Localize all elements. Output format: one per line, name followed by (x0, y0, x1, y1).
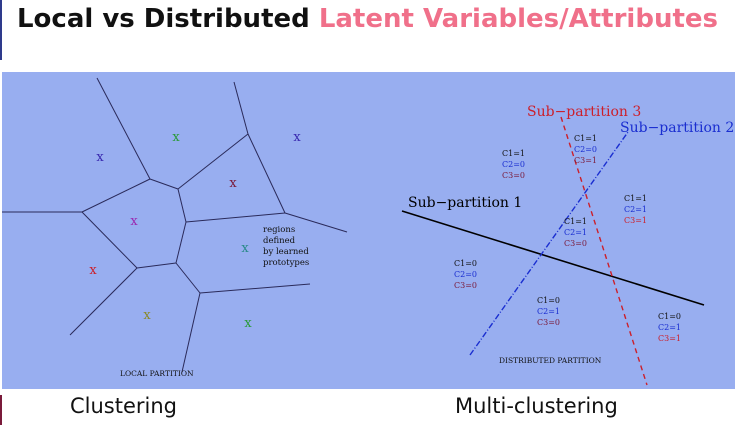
title-accent: Latent Variables/Attributes (318, 4, 719, 34)
voronoi-edge (175, 262, 201, 294)
voronoi-edge (175, 221, 187, 264)
prototype-markers: x x x x x x x x x (89, 130, 301, 331)
voronoi-edge (136, 262, 177, 269)
svg-text:C2=1: C2=1 (658, 323, 681, 332)
svg-text:C1=0: C1=0 (537, 296, 560, 305)
sub-partition-2-line (469, 131, 629, 356)
svg-text:C2=0: C2=0 (454, 270, 477, 279)
svg-text:by learned: by learned (263, 247, 309, 257)
voronoi-edge (284, 212, 348, 233)
region-code: C1=0 C2=1 C3=0 (537, 296, 560, 327)
svg-text:regions: regions (263, 225, 295, 235)
svg-text:prototypes: prototypes (263, 258, 309, 268)
sub-partition-2-label: Sub−partition 2 (620, 120, 734, 136)
voronoi-edge (185, 212, 286, 223)
local-partition-label: LOCAL PARTITION (120, 369, 194, 378)
sub-partition-3-label: Sub−partition 3 (527, 104, 641, 120)
title-main: Local vs Distributed (16, 4, 310, 34)
sub-partition-1-label: Sub−partition 1 (408, 195, 522, 211)
prototype-marker: x (172, 130, 180, 145)
partition-diagram: x x x x x x x x x regions defined by lea… (2, 77, 734, 386)
svg-text:C2=1: C2=1 (537, 307, 560, 316)
svg-text:C1=1: C1=1 (502, 149, 525, 158)
region-code: C1=1 C2=0 C3=0 (502, 149, 525, 180)
distributed-partition-label: DISTRIBUTED PARTITION (499, 356, 602, 365)
left-accent-bar (0, 0, 2, 60)
sub-partition-1-line (401, 210, 705, 306)
svg-text:C1=1: C1=1 (574, 134, 597, 143)
regions-annotation: regions defined by learned prototypes (263, 225, 309, 268)
svg-text:C3=1: C3=1 (574, 156, 597, 165)
voronoi-edge (177, 188, 187, 223)
prototype-marker: x (241, 241, 249, 256)
region-code: C1=1 C2=1 C3=0 (564, 217, 587, 248)
svg-text:C2=0: C2=0 (502, 160, 525, 169)
voronoi-edge (233, 81, 249, 135)
svg-text:C3=0: C3=0 (502, 171, 525, 180)
voronoi-edge (81, 211, 138, 269)
caption-multi-clustering: Multi-clustering (455, 394, 618, 418)
svg-text:C2=1: C2=1 (564, 228, 587, 237)
voronoi-edge (177, 133, 249, 190)
left-accent-bar-bottom (0, 395, 2, 425)
voronoi-edge (149, 178, 179, 190)
svg-text:C3=0: C3=0 (537, 318, 560, 327)
voronoi-edges (2, 77, 348, 373)
svg-text:C3=1: C3=1 (624, 216, 647, 225)
svg-text:C2=1: C2=1 (624, 205, 647, 214)
voronoi-edge (69, 267, 138, 336)
svg-text:C3=0: C3=0 (564, 239, 587, 248)
voronoi-edge (247, 133, 286, 214)
svg-text:defined: defined (263, 236, 296, 246)
svg-text:C3=1: C3=1 (658, 334, 681, 343)
svg-text:C2=0: C2=0 (574, 145, 597, 154)
prototype-marker: x (96, 150, 104, 165)
slide-title: Local vs Distributed Latent Variables/At… (0, 2, 735, 36)
sub-partition-3-line (560, 116, 648, 386)
caption-clustering: Clustering (70, 394, 178, 418)
region-code: C1=0 C2=1 C3=1 (658, 312, 681, 343)
prototype-marker: x (244, 316, 252, 331)
voronoi-edge (181, 292, 201, 373)
prototype-marker: x (143, 308, 151, 323)
prototype-marker: x (89, 263, 97, 278)
svg-text:C1=1: C1=1 (564, 217, 587, 226)
voronoi-edge (199, 283, 311, 294)
svg-text:C1=1: C1=1 (624, 194, 647, 203)
figure-panel (2, 72, 735, 389)
prototype-marker: x (229, 176, 237, 191)
voronoi-edge (81, 178, 151, 213)
svg-text:C3=0: C3=0 (454, 281, 477, 290)
svg-text:C1=0: C1=0 (658, 312, 681, 321)
region-code: C1=1 C2=1 C3=1 (624, 194, 647, 225)
prototype-marker: x (130, 214, 138, 229)
region-code: C1=1 C2=0 C3=1 (574, 134, 597, 165)
svg-text:C1=0: C1=0 (454, 259, 477, 268)
region-code: C1=0 C2=0 C3=0 (454, 259, 477, 290)
voronoi-edge (96, 77, 151, 180)
prototype-marker: x (293, 130, 301, 145)
